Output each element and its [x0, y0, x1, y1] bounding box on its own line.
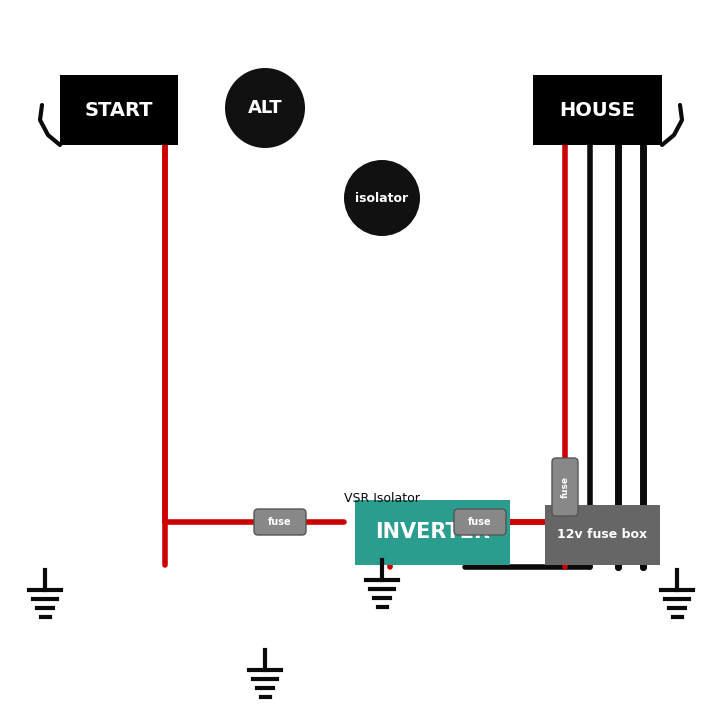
FancyBboxPatch shape: [552, 458, 578, 516]
FancyBboxPatch shape: [533, 75, 662, 145]
Circle shape: [344, 160, 420, 236]
Text: ALT: ALT: [248, 99, 282, 117]
Text: fuse: fuse: [468, 517, 492, 527]
FancyBboxPatch shape: [355, 500, 510, 565]
FancyBboxPatch shape: [60, 75, 178, 145]
FancyBboxPatch shape: [254, 509, 306, 535]
Text: 12v fuse box: 12v fuse box: [557, 528, 647, 541]
Text: HOUSE: HOUSE: [559, 101, 636, 120]
FancyBboxPatch shape: [545, 505, 660, 565]
FancyBboxPatch shape: [454, 509, 506, 535]
Text: fuse: fuse: [268, 517, 292, 527]
Circle shape: [225, 68, 305, 148]
Text: START: START: [85, 101, 153, 120]
Text: fuse: fuse: [560, 476, 570, 498]
Text: isolator: isolator: [356, 192, 408, 204]
Text: VSR Isolator: VSR Isolator: [344, 492, 420, 505]
Text: INVERTER: INVERTER: [375, 523, 490, 542]
